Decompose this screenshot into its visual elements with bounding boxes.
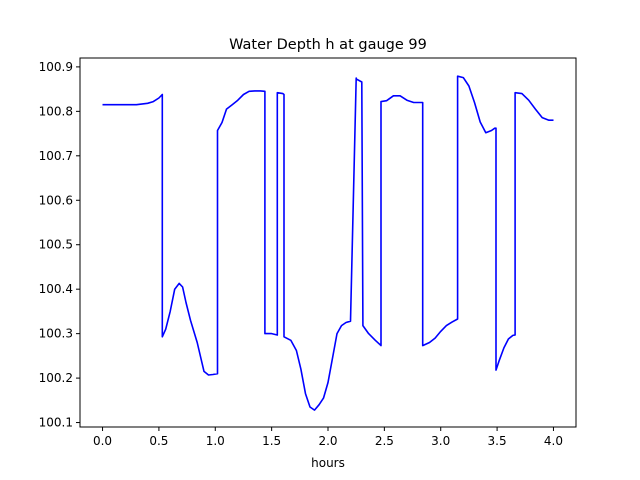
x-tick-label: 1.0 <box>206 434 225 448</box>
x-tick-label: 3.0 <box>431 434 450 448</box>
y-axis: 100.1 100.2 100.3 100.4 100.5 100.6 100.7 100.8… <box>39 60 80 430</box>
y-tick-label: 100.2 <box>39 371 73 385</box>
x-tick-label: 2.5 <box>375 434 394 448</box>
plot-area <box>102 75 554 411</box>
y-tick-label: 100.1 <box>39 416 73 430</box>
x-tick-label: 0.5 <box>149 434 168 448</box>
y-tick-label: 100.9 <box>39 60 73 74</box>
x-tick-label: 2.0 <box>318 434 337 448</box>
y-tick-label: 100.8 <box>39 104 73 118</box>
y-tick-label: 100.3 <box>39 327 73 341</box>
x-tick-label: 0.0 <box>93 434 112 448</box>
x-tick-label: 4.0 <box>544 434 563 448</box>
x-tick-label: 3.5 <box>488 434 507 448</box>
x-axis-label: hours <box>311 456 345 470</box>
y-tick-label: 100.6 <box>39 193 73 207</box>
y-tick-label: 100.7 <box>39 149 73 163</box>
y-tick-label: 100.5 <box>39 238 73 252</box>
x-tick-label: 1.5 <box>262 434 281 448</box>
plot-frame <box>79 57 577 428</box>
series-line-0 <box>102 75 554 411</box>
x-axis: 0.0 0.5 1.0 1.5 2.0 2.5 3.0 3.5 4.0 <box>93 427 563 448</box>
chart-title: Water Depth h at gauge 99 <box>229 37 427 53</box>
y-tick-label: 100.4 <box>39 282 73 296</box>
